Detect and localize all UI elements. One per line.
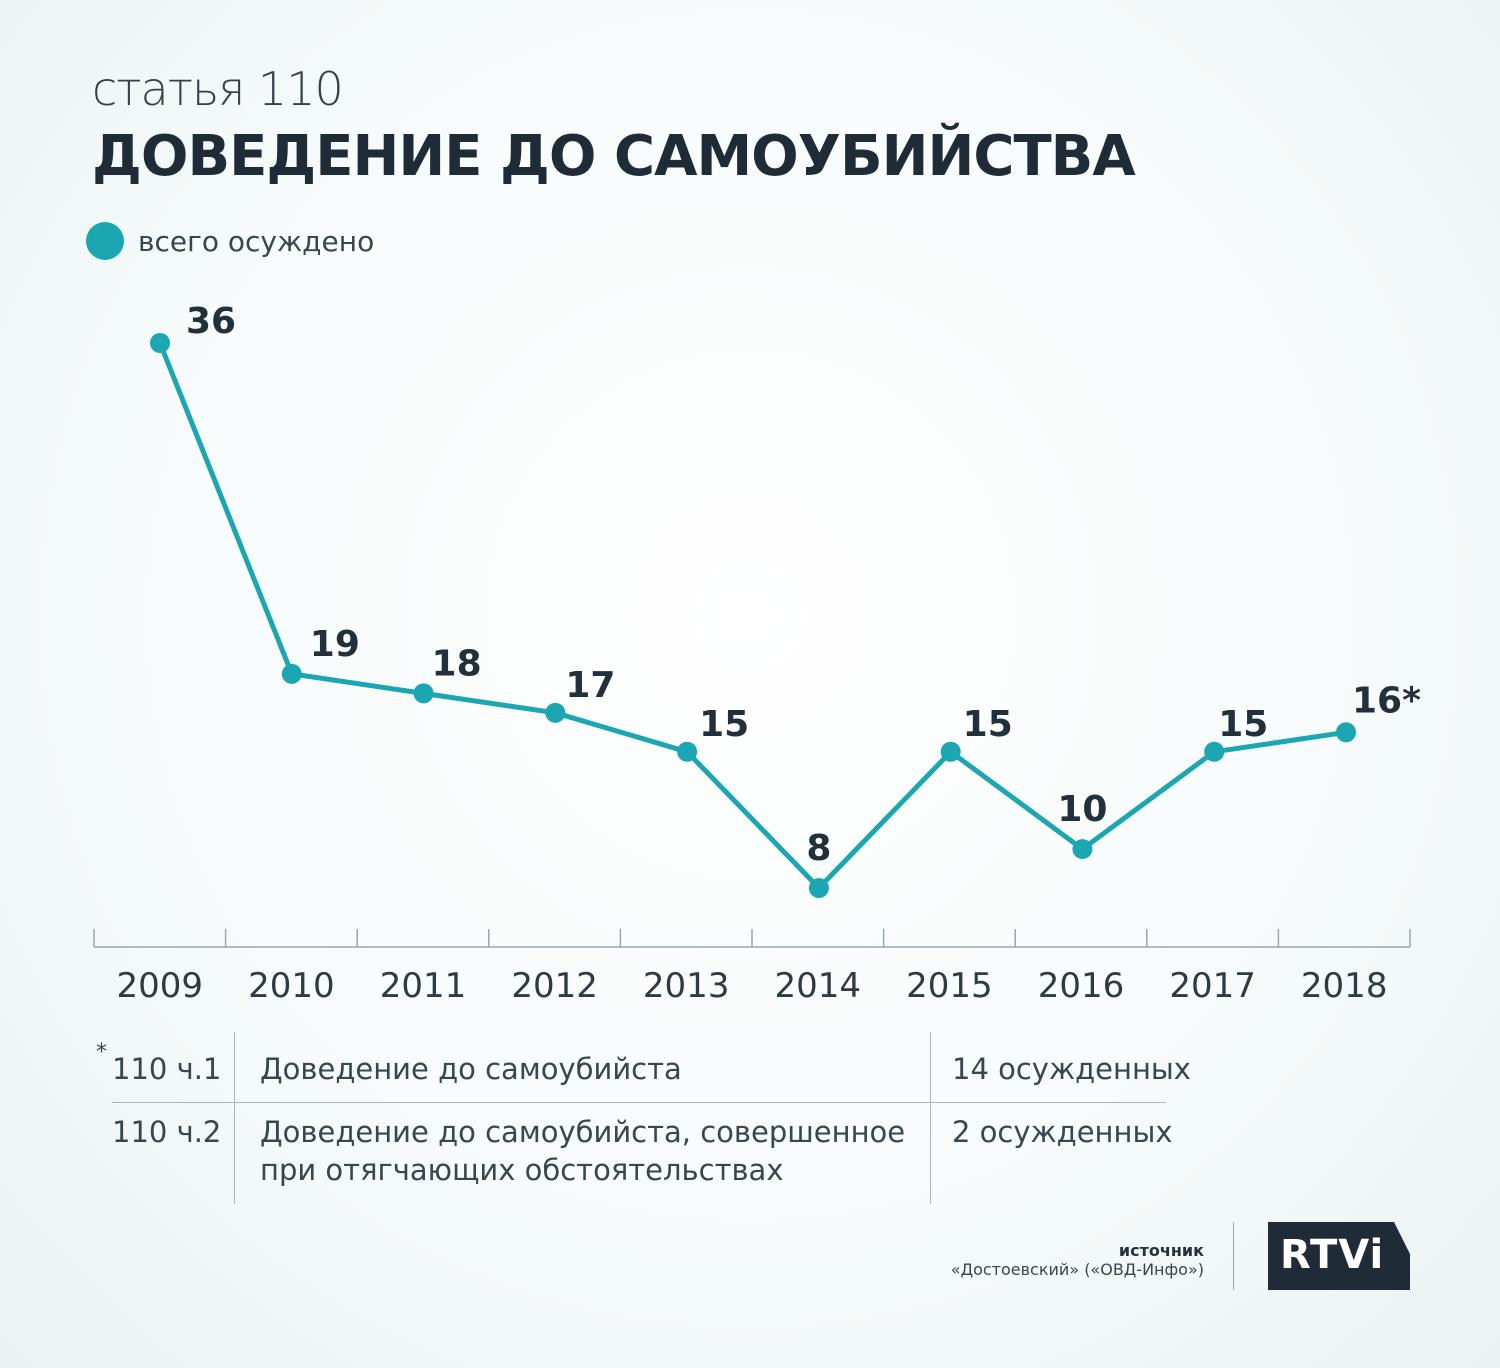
data-label-2014: 8 <box>806 828 831 869</box>
data-label-2010: 19 <box>310 624 360 665</box>
data-label-2012: 17 <box>565 665 615 706</box>
data-point-2015 <box>940 741 961 762</box>
data-label-2015: 15 <box>963 704 1013 745</box>
data-labels: 36 19 18 17 15 8 15 10 15 16* <box>186 301 1421 869</box>
x-tick-label-2016: 2016 <box>1038 966 1125 1006</box>
row2-count: 2 осужденных <box>952 1115 1173 1149</box>
footnote-marker: * <box>96 1040 107 1065</box>
x-tick-label-2018: 2018 <box>1301 966 1388 1006</box>
logo-text: RTVi <box>1280 1232 1384 1278</box>
data-label-2009: 36 <box>186 301 236 342</box>
source-label: источник <box>1118 1241 1204 1260</box>
row1-count: 14 осужденных <box>952 1052 1191 1086</box>
row1-description: Доведение до самоубийста <box>260 1052 682 1086</box>
data-label-2017: 15 <box>1218 704 1268 745</box>
data-label-2016: 10 <box>1057 789 1107 830</box>
chart-subtitle: статья 110 <box>92 62 344 116</box>
line-chart: 36 19 18 17 15 8 15 10 15 16* 2009 2010 2011 2012 201… <box>93 301 1421 1006</box>
row1-code: 110 ч.1 <box>112 1052 222 1086</box>
x-tick-label-2013: 2013 <box>643 966 730 1006</box>
x-axis <box>93 929 1411 948</box>
data-label-2013: 15 <box>699 704 749 745</box>
series <box>150 333 1356 898</box>
data-point-2016 <box>1072 839 1093 860</box>
source-text: «Достоевский» («ОВД-Инфо») <box>950 1260 1204 1279</box>
rtvi-logo: RTVi <box>1268 1222 1410 1290</box>
x-tick-label-2009: 2009 <box>117 966 204 1006</box>
data-point-2012 <box>545 702 566 723</box>
x-tick-label-2017: 2017 <box>1169 966 1256 1006</box>
data-point-2017 <box>1204 741 1225 762</box>
source-separator <box>1233 1222 1234 1290</box>
row2-code: 110 ч.2 <box>112 1115 222 1149</box>
table-divider-2 <box>930 1032 931 1204</box>
data-point-2014 <box>808 878 829 898</box>
logo-background <box>1268 1222 1410 1290</box>
data-point-2018 <box>1336 722 1356 743</box>
row2-description-line2: при отягчающих обстоятельствах <box>260 1153 784 1187</box>
series-line <box>157 340 1349 891</box>
x-tick-label-2011: 2011 <box>380 966 467 1006</box>
x-tick-label-2012: 2012 <box>511 966 598 1006</box>
legend-marker <box>86 222 124 260</box>
data-point-2011 <box>413 683 434 704</box>
data-point-2009 <box>150 333 170 353</box>
data-label-2011: 18 <box>432 643 482 684</box>
table-divider-1 <box>234 1032 235 1204</box>
row2-description-line1: Доведение до самоубийста, совершенное <box>260 1115 906 1149</box>
x-tick-label-2015: 2015 <box>906 966 993 1006</box>
x-tick-label-2010: 2010 <box>248 966 335 1006</box>
chart-title: ДОВЕДЕНИЕ ДО САМОУБИЙСТВА <box>92 124 1136 189</box>
table-row-divider <box>112 1102 1166 1103</box>
data-point-2013 <box>677 741 698 762</box>
data-label-2018: 16* <box>1352 680 1421 721</box>
x-tick-label-2014: 2014 <box>775 966 862 1006</box>
legend: всего осуждено <box>86 222 374 260</box>
data-point-2010 <box>281 663 302 684</box>
legend-label: всего осуждено <box>138 224 375 258</box>
x-tick-labels: 2009 2010 2011 2012 2013 2014 2015 2016 2017 2018 <box>117 966 1388 1006</box>
